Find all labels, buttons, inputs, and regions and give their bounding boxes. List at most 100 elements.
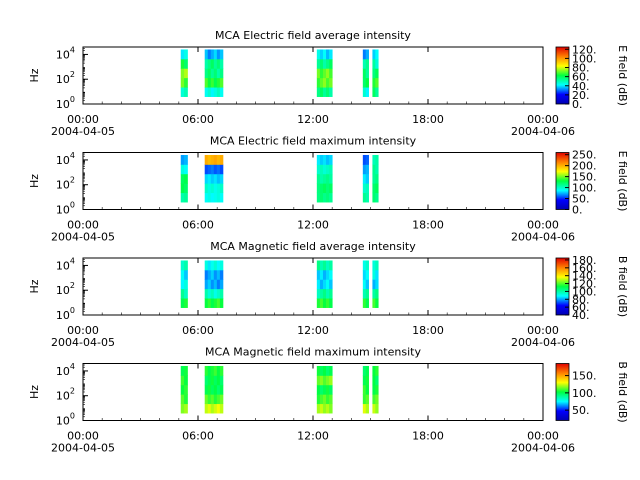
plot-frame bbox=[82, 363, 544, 421]
x-tick-label: 12:00 bbox=[297, 430, 329, 443]
spectrogram-cell bbox=[316, 49, 321, 60]
spectrogram-cell bbox=[322, 269, 327, 280]
spectrogram-cell bbox=[207, 173, 212, 184]
colorbar-tick-label: 20. bbox=[572, 89, 590, 102]
spectrogram-cell bbox=[329, 87, 333, 97]
spectrogram-cell bbox=[365, 87, 369, 97]
spectrogram-cell bbox=[184, 58, 188, 69]
colorbar-tick-label: 100. bbox=[572, 285, 597, 298]
spectrogram-cell bbox=[213, 192, 218, 203]
spectrogram-cell bbox=[319, 154, 324, 165]
spectrogram-cell bbox=[219, 68, 224, 79]
spectrogram-cell bbox=[210, 394, 215, 405]
spectrogram-cell bbox=[204, 375, 209, 386]
spectrogram-cell bbox=[319, 298, 324, 308]
spectrogram-cell bbox=[219, 384, 224, 395]
spectrogram-cell bbox=[204, 68, 209, 79]
spectrogram-cell bbox=[180, 298, 185, 308]
y-tick-label: 104 bbox=[56, 256, 75, 272]
colorbar-tick-label: 60. bbox=[572, 71, 590, 84]
colorbar-tick-label: 0. bbox=[572, 204, 583, 217]
colorbar-tick-label: 150. bbox=[572, 370, 597, 383]
spectrogram-cell bbox=[316, 77, 321, 88]
spectrogram-cell bbox=[372, 49, 376, 60]
spectrogram-cell bbox=[326, 365, 330, 376]
spectrogram-cell bbox=[216, 384, 221, 395]
spectrogram-cell bbox=[326, 279, 330, 290]
spectrogram-cell bbox=[326, 49, 330, 60]
y-tick-label: 102 bbox=[56, 70, 75, 86]
spectrogram-cell bbox=[210, 164, 215, 175]
spectrogram-cell bbox=[184, 164, 188, 175]
colorbar-tick-label: 80. bbox=[572, 293, 590, 306]
spectrogram-cell bbox=[372, 173, 376, 184]
spectrogram-cell bbox=[365, 77, 369, 88]
spectrogram-cell bbox=[204, 269, 209, 280]
spectrogram-cell bbox=[207, 279, 212, 290]
colorbar-tick-label: 160. bbox=[572, 262, 597, 275]
data-segment bbox=[204, 365, 224, 414]
colorbar-tick-label: 100. bbox=[572, 387, 597, 400]
x-tick-label: 06:00 bbox=[182, 324, 214, 337]
spectrogram-cell bbox=[184, 269, 188, 280]
spectrogram-cell bbox=[210, 183, 215, 194]
spectrogram-cell bbox=[319, 365, 324, 376]
spectrogram-cell bbox=[204, 49, 209, 60]
spectrogram-cell bbox=[207, 183, 212, 194]
spectrogram-cell bbox=[207, 260, 212, 271]
spectrogram-cell bbox=[216, 375, 221, 386]
colorbar-tick-label: 80. bbox=[572, 62, 590, 75]
spectrogram-cell bbox=[375, 403, 379, 414]
spectrogram-cell bbox=[329, 403, 333, 414]
spectrogram-cell bbox=[213, 384, 218, 395]
spectrogram-cell bbox=[375, 173, 379, 184]
spectrogram-cell bbox=[362, 68, 367, 79]
y-tick-label: 100 bbox=[56, 412, 75, 428]
colorbar-tick-label: 250. bbox=[572, 149, 597, 162]
spectrogram-cell bbox=[180, 394, 185, 405]
data-segment bbox=[362, 154, 369, 203]
spectrogram-cell bbox=[204, 173, 209, 184]
spectrogram-cell bbox=[219, 279, 224, 290]
spectrogram-cell bbox=[184, 384, 188, 395]
spectrogram-cell bbox=[372, 58, 376, 69]
panel-title: MCA Magnetic field maximum intensity bbox=[205, 346, 421, 359]
spectrogram-cell bbox=[210, 173, 215, 184]
spectrogram-cell bbox=[326, 164, 330, 175]
spectrogram-cell bbox=[216, 49, 221, 60]
spectrogram-cell bbox=[319, 173, 324, 184]
spectrogram-cell bbox=[180, 183, 185, 194]
spectrogram-cell bbox=[319, 58, 324, 69]
spectrogram-cell bbox=[365, 279, 369, 290]
spectrogram-cell bbox=[210, 279, 215, 290]
colorbar-tick-label: 100. bbox=[572, 52, 597, 65]
colorbar-tick-label: 0. bbox=[572, 98, 583, 111]
colorbar-tick-label: 100. bbox=[572, 182, 597, 195]
x-tick-label: 18:00 bbox=[412, 430, 444, 443]
spectrogram-cell bbox=[213, 77, 218, 88]
spectrogram-cell bbox=[216, 298, 221, 308]
spectrogram-cell bbox=[219, 87, 224, 97]
x-tick-date: 2004-04-06 bbox=[511, 125, 575, 138]
spectrogram-cell bbox=[372, 375, 376, 386]
spectrogram-cell bbox=[204, 77, 209, 88]
spectrogram-cell bbox=[326, 154, 330, 165]
x-tick-date: 2004-04-06 bbox=[511, 231, 575, 244]
spectrogram-cell bbox=[322, 403, 327, 414]
panel-4: MCA Magnetic field maximum intensity Hz 10… bbox=[28, 346, 629, 455]
spectrogram-cell bbox=[213, 154, 218, 165]
spectrogram-cell bbox=[365, 260, 369, 271]
spectrogram-cell bbox=[184, 154, 188, 165]
spectrogram-cell bbox=[375, 298, 379, 308]
spectrogram-cell bbox=[362, 183, 367, 194]
x-tick-label: 12:00 bbox=[297, 324, 329, 337]
spectrogram-cell bbox=[204, 298, 209, 308]
spectrogram-cell bbox=[207, 384, 212, 395]
spectrogram-cell bbox=[326, 183, 330, 194]
spectrogram-cell bbox=[365, 173, 369, 184]
spectrogram-cell bbox=[329, 298, 333, 308]
y-axis-label: Hz bbox=[28, 279, 41, 293]
spectrogram-cell bbox=[213, 365, 218, 376]
spectrogram-cell bbox=[316, 183, 321, 194]
colorbar-tick-label: 50. bbox=[572, 193, 590, 206]
